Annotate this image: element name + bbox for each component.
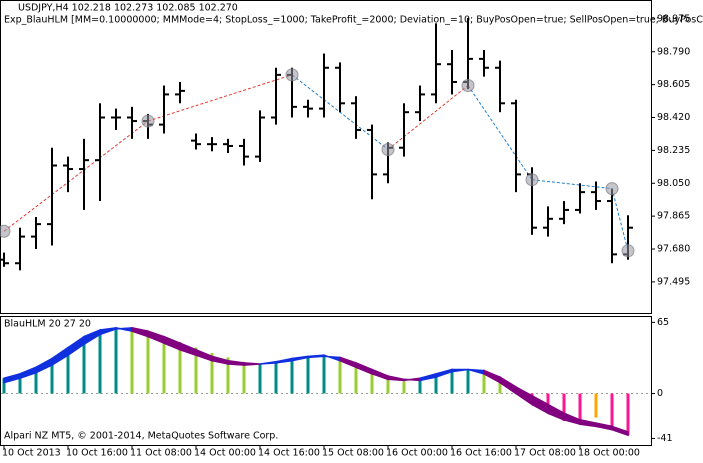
zigzag-point (621, 244, 635, 258)
expert-params: Exp_BlauHLM [MM=0.10000000; MMMode=4; St… (4, 15, 703, 26)
zigzag-segment (467, 85, 533, 180)
zigzag-point (525, 173, 539, 187)
zigzag-segment (3, 120, 149, 232)
x-tick-label: 11 Oct 08:00 (130, 448, 192, 459)
zigzag-point (141, 114, 155, 128)
x-tick-label: 17 Oct 08:00 (514, 448, 576, 459)
zigzag-point (461, 79, 475, 93)
y-tick-label: 97.495 (657, 276, 690, 287)
y-tick-label: 97.680 (657, 244, 690, 255)
chart-title: USDJPY,H4 102.218 102.273 102.085 102.27… (18, 3, 238, 14)
y-tick-label: -41 (657, 433, 673, 444)
x-tick-label: 10 Oct 16:00 (66, 448, 128, 459)
y-tick-label: 98.420 (657, 112, 690, 123)
x-tick-label: 16 Oct 16:00 (450, 448, 512, 459)
y-tick-label: 98.050 (657, 178, 690, 189)
y-tick-label: 98.975 (657, 13, 690, 24)
zigzag-segment (531, 179, 613, 190)
x-tick-label: 14 Oct 16:00 (258, 448, 320, 459)
zigzag-point (0, 224, 11, 238)
x-tick-label: 18 Oct 00:00 (578, 448, 640, 459)
indicator-title: BlauHLM 20 27 20 (4, 319, 91, 330)
zigzag-point (605, 182, 619, 196)
zigzag-point (381, 143, 395, 157)
zigzag-segment (147, 74, 293, 122)
ribbon-segment (307, 354, 325, 359)
ribbon-segment (611, 425, 629, 437)
x-tick-label: 15 Oct 08:00 (322, 448, 384, 459)
y-tick-label: 97.865 (657, 211, 690, 222)
zigzag-segment (387, 85, 469, 150)
price-panel (0, 0, 652, 314)
y-tick-label: 0 (657, 388, 663, 399)
copyright: Alpari NZ MT5, © 2001-2014, MetaQuotes S… (4, 431, 278, 442)
y-tick-label: 98.235 (657, 145, 690, 156)
x-tick-label: 10 Oct 2013 (2, 448, 61, 459)
zigzag-segment (611, 188, 629, 251)
x-tick-label: 16 Oct 00:00 (386, 448, 448, 459)
zigzag-point (285, 68, 299, 82)
y-tick-label: 65 (657, 317, 669, 328)
ribbon-segment (243, 362, 261, 366)
ribbon-segment (451, 368, 469, 373)
indicator-panel (0, 316, 652, 446)
y-tick-label: 98.605 (657, 79, 690, 90)
y-tick-label: 98.790 (657, 46, 690, 57)
x-tick-label: 14 Oct 00:00 (194, 448, 256, 459)
